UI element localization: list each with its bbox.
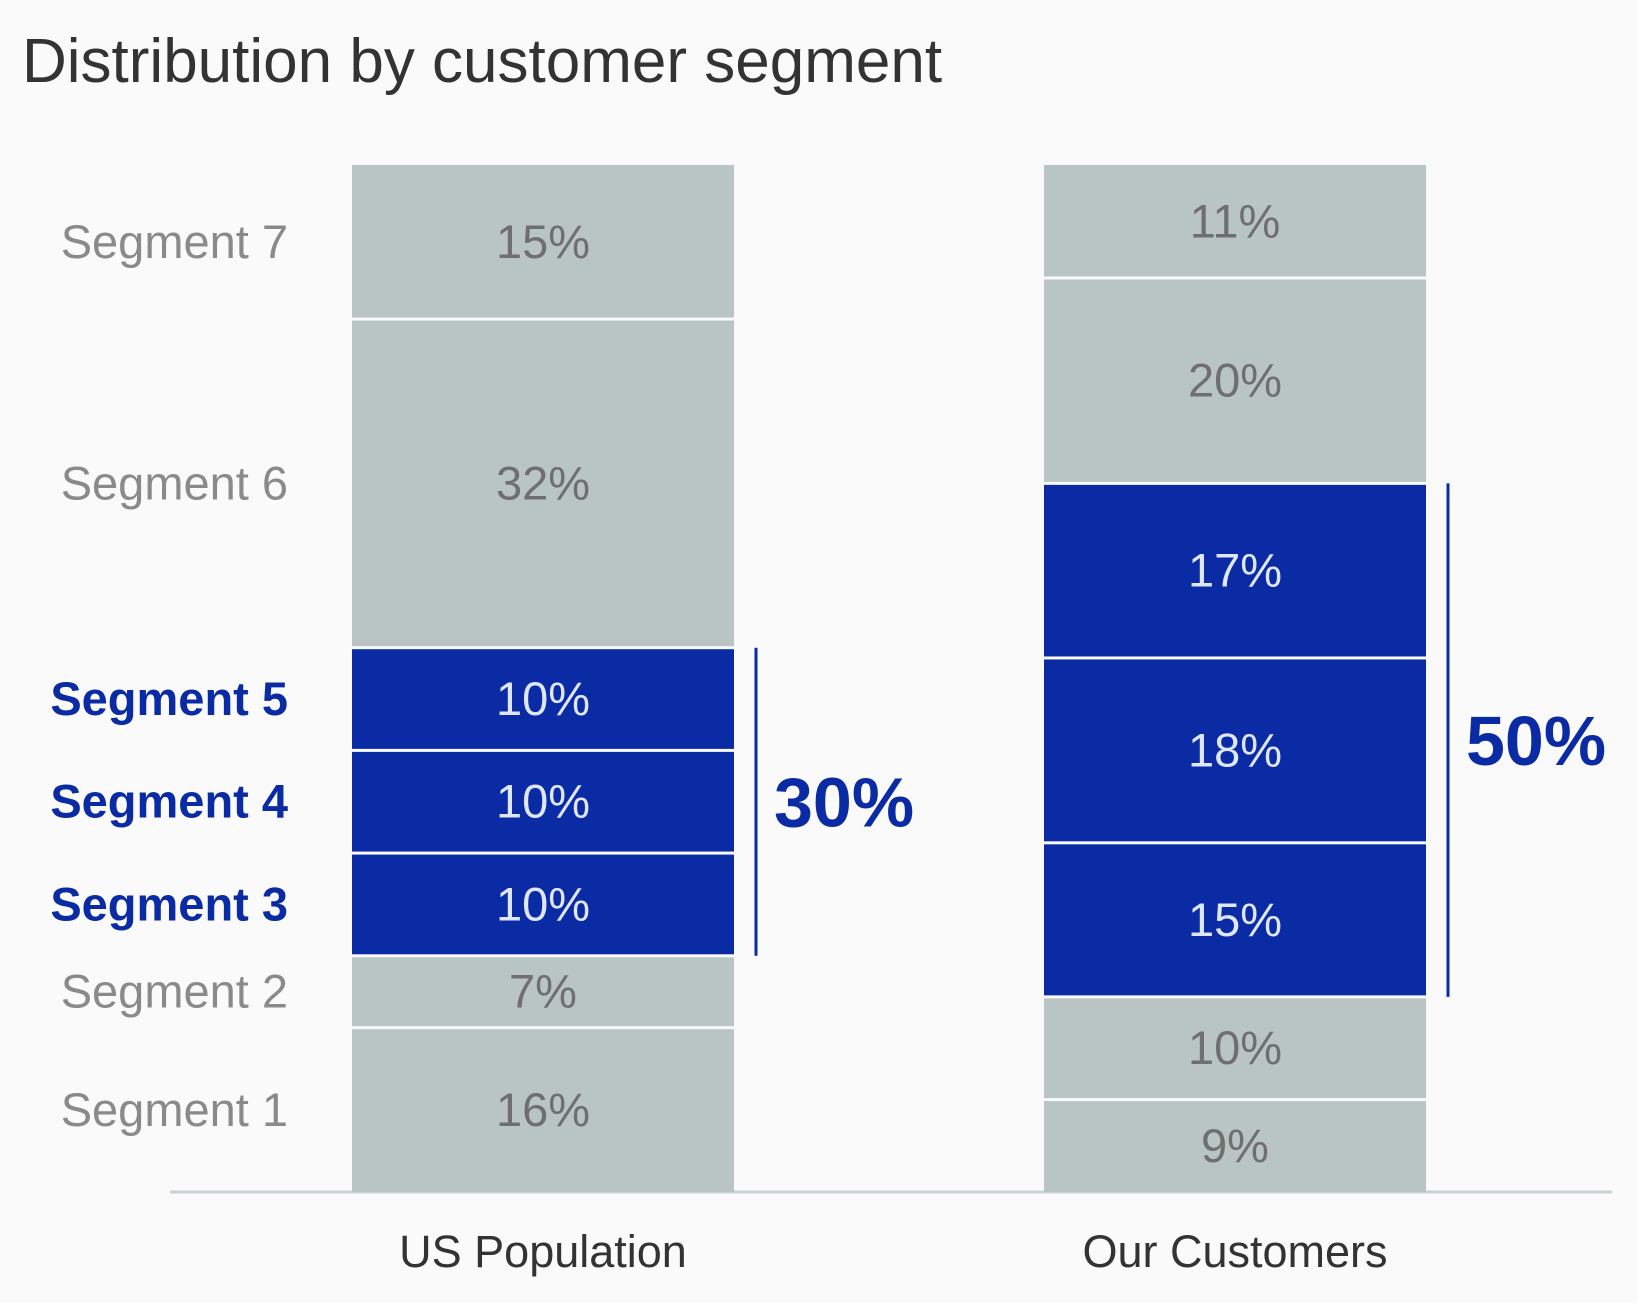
value-label-our-customers-segment-1: 9% [1201,1119,1269,1172]
bar-segment-our-customers-segment-3 [1044,844,1426,996]
segment-label-segment-7: Segment 7 [61,215,288,268]
bar-segment-our-customers-segment-4 [1044,659,1426,842]
value-label-us-population-segment-2: 7% [509,965,577,1018]
bar-segment-us-population-segment-2 [352,957,734,1027]
value-label-us-population-segment-4: 10% [496,775,590,828]
bar-segment-us-population-segment-4 [352,751,734,852]
segment-label-segment-1: Segment 1 [61,1083,288,1136]
bar-segment-our-customers-segment-6 [1044,279,1426,482]
group-total-us-population: 30% [774,764,914,842]
bar-segment-our-customers-segment-2 [1044,998,1426,1099]
value-label-our-customers-segment-6: 20% [1188,354,1282,407]
segment-label-segment-5: Segment 5 [50,672,288,725]
bar-segment-us-population-segment-3 [352,854,734,955]
value-label-us-population-segment-5: 10% [496,672,590,725]
bar-segment-our-customers-segment-7 [1044,165,1426,277]
group-total-our-customers: 50% [1466,702,1606,780]
category-label-us-population: US Population [399,1226,687,1277]
value-label-us-population-segment-3: 10% [496,877,590,930]
bar-segment-us-population-segment-5 [352,649,734,749]
value-label-our-customers-segment-4: 18% [1188,723,1282,776]
bar-segment-us-population-segment-1 [352,1029,734,1192]
chart-title: Distribution by customer segment [22,27,942,96]
segment-label-segment-4: Segment 4 [50,775,288,828]
value-label-our-customers-segment-3: 15% [1188,893,1282,946]
category-label-our-customers: Our Customers [1082,1226,1387,1277]
value-label-our-customers-segment-5: 17% [1188,544,1282,597]
bar-segment-us-population-segment-7 [352,165,734,318]
segment-label-segment-6: Segment 6 [61,456,288,509]
segment-label-segment-2: Segment 2 [61,965,288,1018]
bar-segment-our-customers-segment-5 [1044,484,1426,657]
value-label-our-customers-segment-2: 10% [1188,1021,1282,1074]
segment-label-segment-3: Segment 3 [50,877,288,930]
bar-segment-us-population-segment-6 [352,320,734,647]
value-label-us-population-segment-1: 16% [496,1083,590,1136]
value-label-us-population-segment-7: 15% [496,215,590,268]
value-label-us-population-segment-6: 32% [496,456,590,509]
bar-segment-our-customers-segment-1 [1044,1101,1426,1192]
value-label-our-customers-segment-7: 11% [1190,194,1281,247]
